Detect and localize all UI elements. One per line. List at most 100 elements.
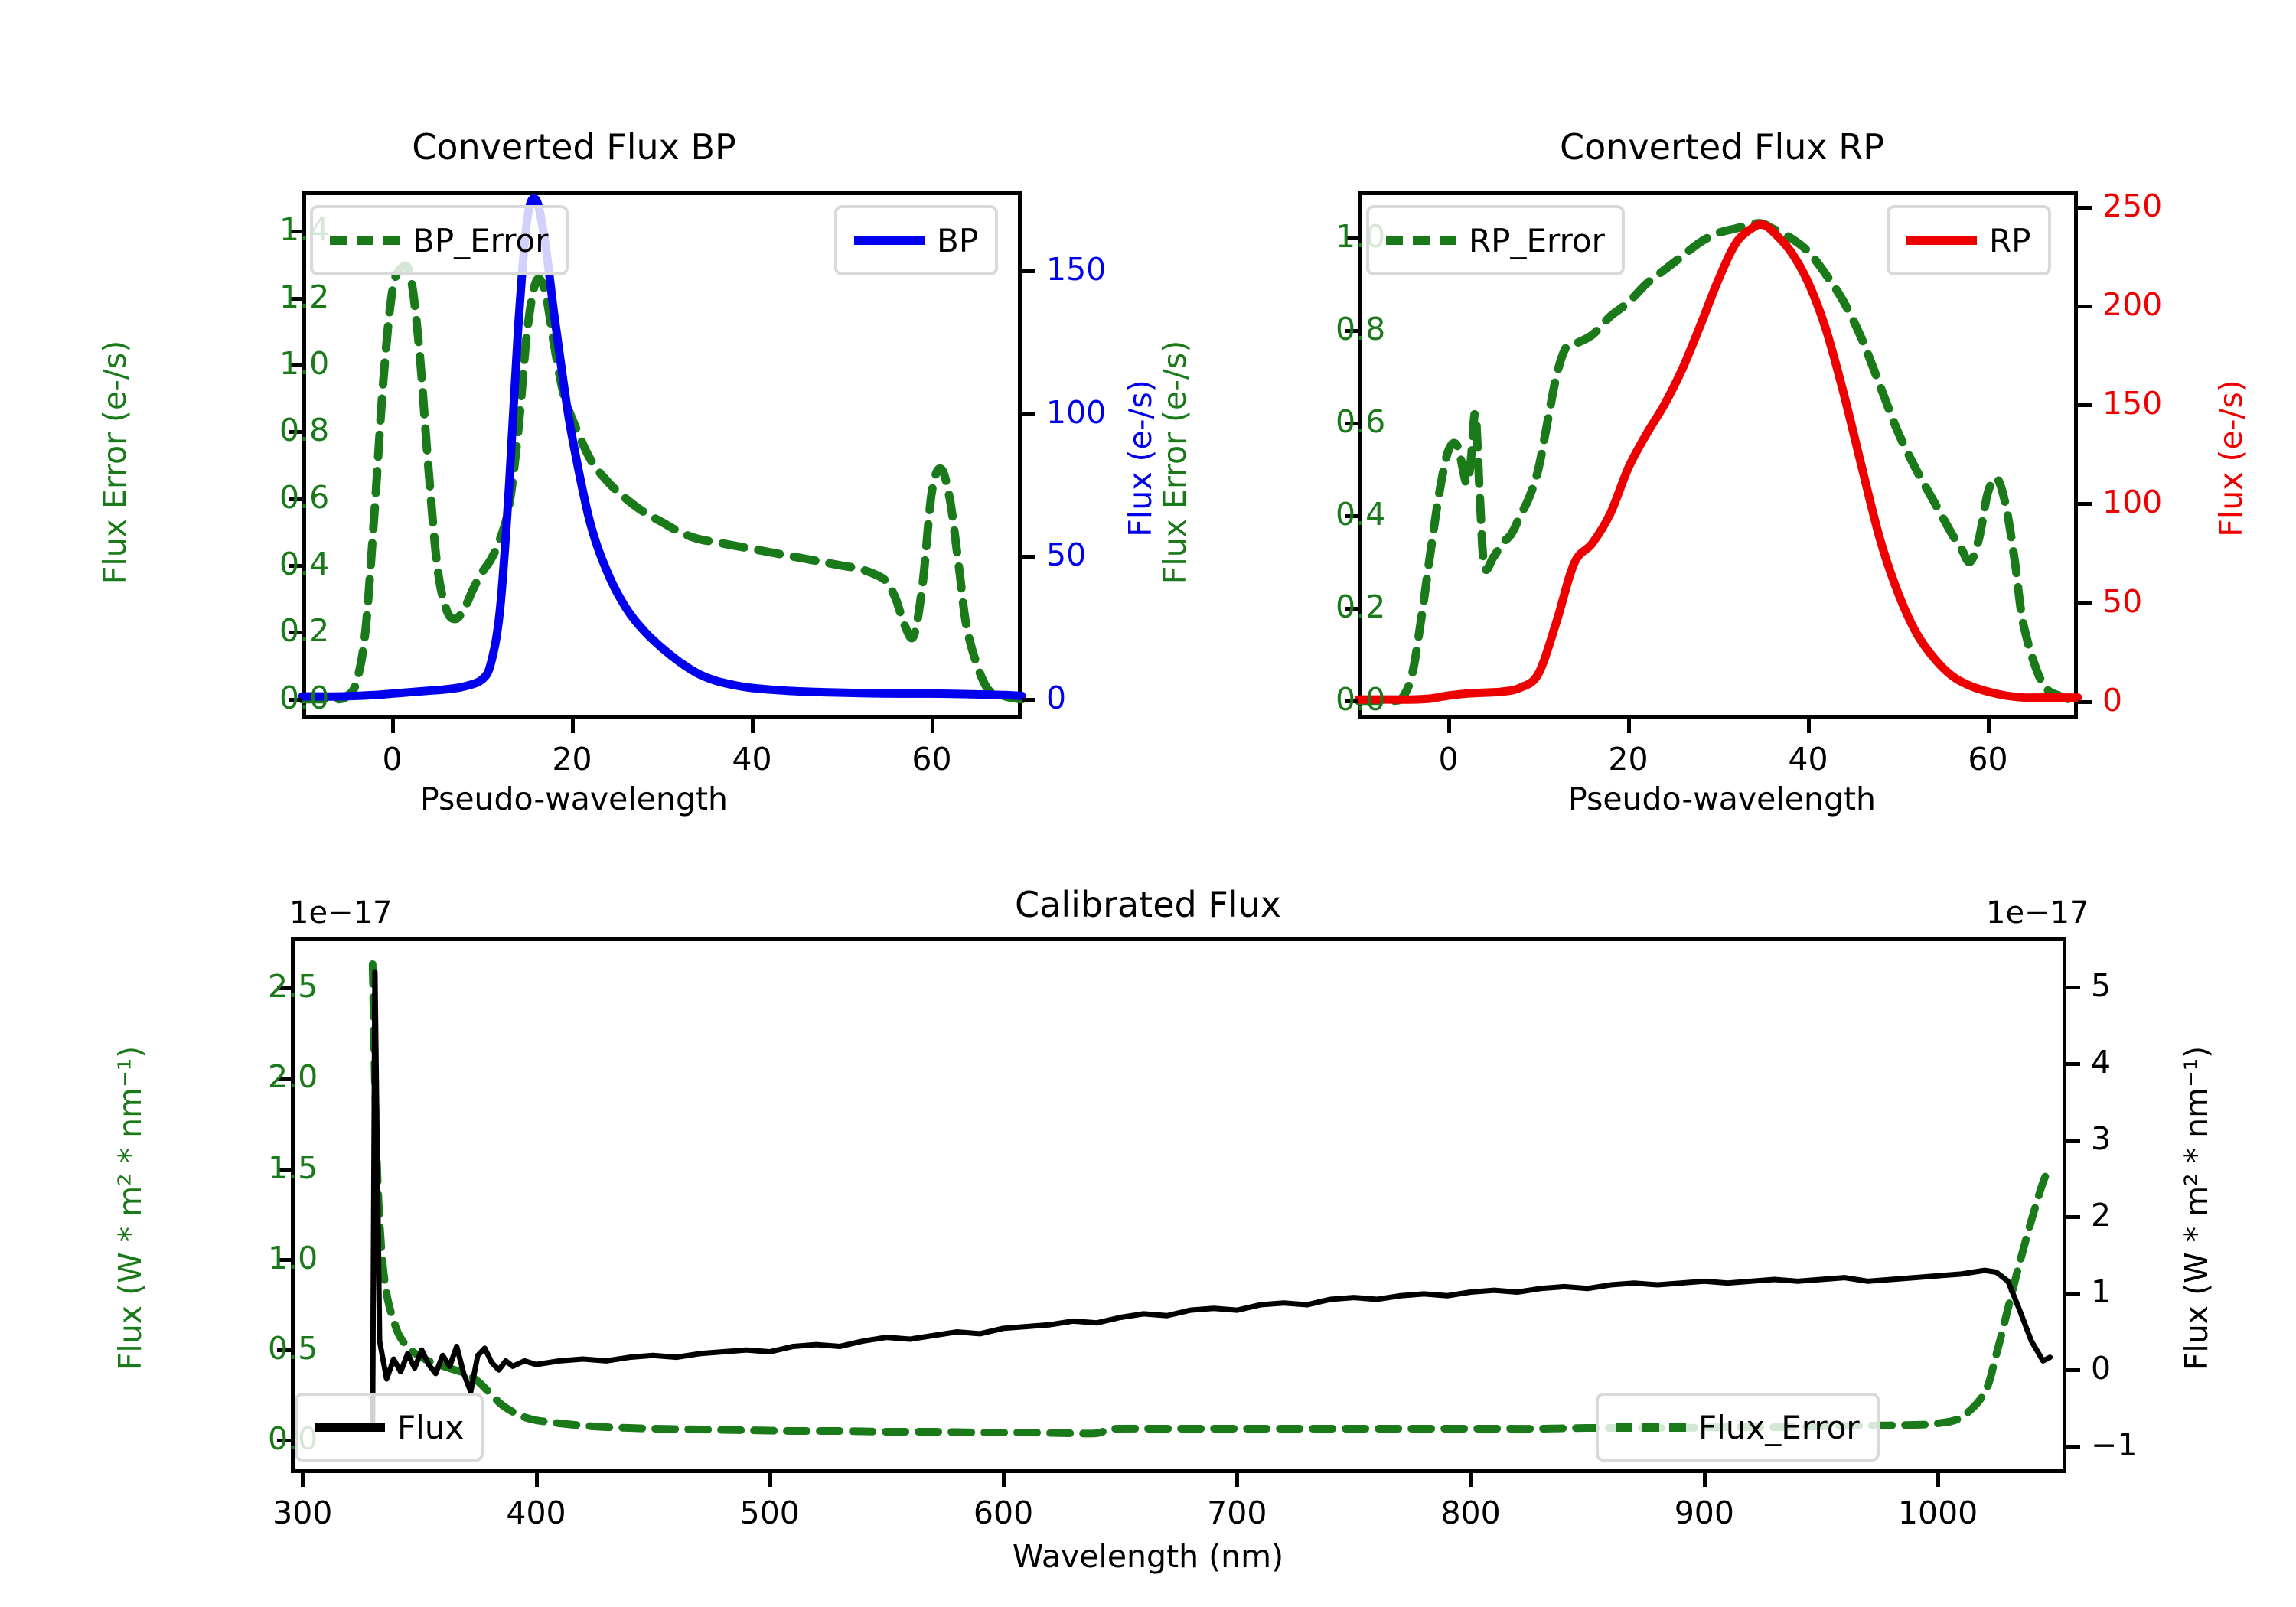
axis-tick-mark — [277, 1167, 291, 1172]
flux-line-sample — [315, 1423, 385, 1432]
axis-tick-label: 200 — [2102, 285, 2163, 323]
axis-tick-mark — [277, 1439, 291, 1443]
axis-tick-mark — [1345, 328, 1358, 333]
axis-tick-mark — [2066, 1215, 2080, 1219]
axis-tick-label: 5 — [2091, 967, 2112, 1004]
axis-tick-label: 4 — [2091, 1044, 2112, 1081]
axis-tick-label: 150 — [1046, 251, 1107, 288]
axis-tick-mark — [1022, 697, 1035, 702]
axis-tick-mark — [1345, 421, 1358, 425]
axis-tick-label: 300 — [272, 1495, 333, 1531]
axis-tick-mark — [1702, 1473, 1707, 1487]
rp-xaxis-label: Pseudo-wavelength — [1567, 781, 1877, 817]
cal-flux-error-legend[interactable]: Flux_Error — [1596, 1393, 1880, 1462]
axis-tick-mark — [750, 719, 755, 733]
axis-tick-mark — [2066, 1062, 2080, 1066]
axis-tick-label: 100 — [2102, 484, 2163, 521]
axis-tick-mark — [301, 1473, 305, 1487]
axis-tick-mark — [1936, 1473, 1941, 1487]
axis-tick-mark — [1626, 719, 1631, 733]
cal-flux-error-legend-label: Flux_Error — [1698, 1408, 1860, 1446]
axis-tick-mark — [2078, 699, 2092, 704]
axis-tick-label: 50 — [1046, 536, 1087, 574]
axis-tick-label: 0 — [382, 741, 403, 777]
axis-tick-mark — [930, 719, 934, 733]
axis-tick-label: 700 — [1207, 1495, 1267, 1531]
axis-tick-mark — [2078, 403, 2092, 408]
axis-tick-label: 1000 — [1897, 1495, 1978, 1531]
axis-tick-label: 150 — [2102, 385, 2163, 422]
flux-error-line-sample — [1616, 1423, 1686, 1432]
bp-legend-label: BP — [937, 221, 979, 259]
axis-tick-mark — [289, 697, 302, 702]
rp-legend[interactable]: RP — [1887, 205, 2051, 275]
cal-yaxis-right-label: Flux (W * m² * nm⁻¹) — [2178, 1045, 2215, 1371]
rp-error-line-sample — [1386, 236, 1456, 245]
panel-converted-flux-bp: Converted Flux BP 0 20 40 60 0.0 0.2 0.4 0.6 0.8… — [0, 0, 1159, 817]
axis-tick-mark — [289, 631, 302, 635]
axis-tick-label: 60 — [912, 741, 952, 777]
axis-tick-mark — [277, 986, 291, 991]
axis-tick-mark — [2078, 205, 2092, 210]
axis-tick-mark — [570, 719, 575, 733]
axis-tick-mark — [1345, 513, 1358, 518]
axis-tick-label: 250 — [2102, 187, 2163, 224]
axis-tick-label: 50 — [2102, 582, 2143, 620]
bp-legend[interactable]: BP — [834, 205, 999, 275]
axis-tick-mark — [2066, 1445, 2080, 1449]
axis-tick-label: 20 — [1608, 741, 1649, 777]
axis-tick-mark — [1345, 606, 1358, 611]
cal-left-exponent: 1e−17 — [289, 895, 393, 931]
axis-tick-mark — [1469, 1473, 1473, 1487]
axis-tick-mark — [768, 1473, 772, 1487]
axis-tick-mark — [289, 363, 302, 368]
rp-line-sample — [1906, 236, 1977, 245]
axis-tick-mark — [2066, 1139, 2080, 1143]
axis-tick-label: 900 — [1674, 1495, 1734, 1531]
axis-tick-mark — [277, 1257, 291, 1262]
axis-tick-label: 40 — [732, 741, 772, 777]
cal-panel-title: Calibrated Flux — [1015, 884, 1281, 925]
axis-tick-mark — [1022, 412, 1035, 416]
cal-flux-legend[interactable]: Flux — [295, 1393, 484, 1462]
bp-curves — [298, 194, 1026, 704]
bp-error-legend[interactable]: BP_Error — [310, 205, 569, 275]
rp-legend-label: RP — [1989, 221, 2031, 259]
axis-tick-mark — [277, 1348, 291, 1353]
axis-tick-mark — [1002, 1473, 1006, 1487]
axis-tick-label: 500 — [739, 1495, 800, 1531]
axis-tick-label: 40 — [1788, 741, 1828, 777]
panel-converted-flux-rp: Converted Flux RP 0 20 40 60 0.0 0.2 0.4 0.6 0.8… — [1148, 0, 2296, 817]
axis-tick-label: 0 — [2102, 681, 2123, 719]
cal-curves — [368, 960, 2054, 1438]
axis-tick-mark — [1446, 719, 1451, 733]
rp-plot-area — [1358, 191, 2078, 719]
rp-error-legend-label: RP_Error — [1469, 221, 1605, 259]
bp-plot-area — [302, 191, 1022, 719]
axis-tick-mark — [1986, 719, 1991, 733]
cal-xaxis-label: Wavelength (nm) — [1012, 1538, 1284, 1575]
bp-error-line-sample — [330, 236, 400, 245]
axis-tick-mark — [2078, 601, 2092, 605]
axis-tick-label: 20 — [552, 741, 592, 777]
axis-tick-label: 0 — [1438, 741, 1459, 777]
rp-error-legend[interactable]: RP_Error — [1366, 205, 1625, 275]
rp-panel-title: Converted Flux RP — [1560, 126, 1884, 168]
axis-tick-mark — [390, 719, 395, 733]
axis-tick-label: 3 — [2091, 1120, 2112, 1157]
axis-tick-mark — [277, 1077, 291, 1081]
axis-tick-mark — [2066, 986, 2080, 989]
axis-tick-label: 60 — [1968, 741, 2008, 777]
axis-tick-mark — [289, 230, 302, 234]
cal-plot-area — [291, 937, 2066, 1473]
axis-tick-label: 800 — [1440, 1495, 1501, 1531]
axis-tick-mark — [2066, 1368, 2080, 1372]
axis-tick-label: 600 — [973, 1495, 1034, 1531]
axis-tick-label: 1 — [2091, 1273, 2112, 1310]
axis-tick-mark — [1235, 1473, 1240, 1487]
cal-right-exponent: 1e−17 — [1986, 895, 2089, 931]
bp-error-legend-label: BP_Error — [413, 221, 549, 259]
axis-tick-mark — [289, 296, 302, 301]
axis-tick-label: 2 — [2091, 1197, 2112, 1234]
